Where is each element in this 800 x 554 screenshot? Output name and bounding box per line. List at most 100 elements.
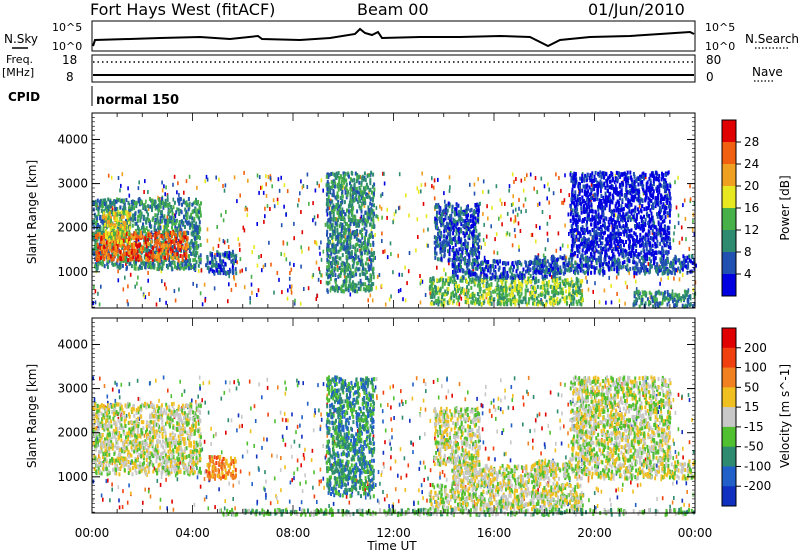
echo-cell (562, 291, 565, 296)
echo-cell (337, 194, 340, 199)
echo-cell (504, 300, 507, 305)
echo-cell (196, 251, 199, 255)
echo-cell (434, 251, 436, 256)
echo-cell (510, 203, 513, 207)
echo-cell (681, 273, 684, 278)
echo-cell (543, 288, 546, 293)
echo-cell (465, 244, 468, 249)
echo-cell (508, 287, 511, 292)
echo-cell (162, 215, 165, 220)
echo-cell (532, 301, 534, 306)
echo-cell (126, 214, 129, 219)
echo-cell (531, 232, 534, 237)
echo-cell (139, 230, 142, 235)
echo-cell (131, 203, 134, 208)
echo-cell (478, 255, 480, 259)
echo-cell (542, 278, 545, 283)
echo-cell (125, 198, 128, 202)
echo-cell (339, 231, 342, 236)
echo-cell (361, 271, 364, 276)
echo-cell (608, 255, 611, 260)
echo-cell (337, 171, 340, 176)
echo-cell (301, 185, 304, 190)
echo-cell (220, 213, 222, 218)
echo-cell (561, 200, 563, 205)
echo-cell (148, 197, 151, 201)
echo-cell (417, 235, 419, 239)
echo-cell (94, 239, 97, 244)
echo-cell (442, 278, 445, 283)
echo-cell (154, 254, 157, 259)
echo-cell (188, 260, 191, 265)
echo-cell (337, 182, 339, 187)
echo-cell (191, 242, 194, 247)
echo-cell (512, 268, 515, 273)
echo-cell (498, 291, 501, 295)
echo-cell (682, 254, 685, 259)
echo-cell (347, 235, 350, 240)
echo-cell (327, 259, 330, 264)
echo-cell (336, 207, 339, 212)
echo-cell (122, 205, 125, 210)
echo-cell (143, 293, 145, 298)
echo-cell (338, 204, 341, 209)
echo-cell (381, 239, 383, 243)
echo-cell (615, 275, 618, 280)
echo-cell (375, 214, 377, 219)
echo-cell (437, 286, 440, 291)
echo-cell (375, 205, 378, 210)
echo-cell (290, 287, 292, 291)
echo-cell (96, 198, 99, 203)
echo-cell (366, 251, 369, 256)
echo-cell (139, 218, 142, 223)
echo-cell (178, 197, 181, 202)
echo-cell (108, 256, 111, 261)
echo-cell (166, 232, 169, 237)
echo-cell (293, 263, 295, 267)
echo-cell (126, 265, 128, 270)
echo-cell (147, 278, 149, 283)
echo-cell (453, 294, 456, 299)
echo-cell (147, 242, 150, 246)
echo-cell (175, 265, 178, 270)
echo-cell (300, 264, 302, 269)
echo-cell (233, 255, 236, 260)
echo-cell (492, 289, 495, 294)
echo-cell (127, 224, 130, 229)
echo-cell (183, 252, 186, 257)
echo-cell (506, 231, 509, 236)
echo-cell (333, 229, 336, 234)
echo-cell (381, 231, 383, 236)
echo-cell (193, 235, 196, 240)
echo-cell (453, 274, 456, 279)
echo-cell (341, 184, 344, 189)
echo-cell (123, 243, 126, 248)
echo-cell (158, 248, 161, 253)
echo-cell (442, 292, 445, 297)
echo-cell (497, 267, 500, 272)
echo-cell (473, 227, 476, 232)
echo-cell (153, 201, 156, 206)
echo-cell (441, 280, 444, 285)
echo-cell (123, 258, 126, 263)
echo-cell (206, 227, 209, 232)
echo-cell (169, 246, 172, 251)
echo-cell (476, 208, 479, 213)
echo-cell (452, 231, 455, 236)
echo-cell (448, 261, 450, 266)
echo-cell (343, 173, 346, 178)
echo-cell (342, 268, 344, 273)
echo-cell (142, 206, 145, 210)
echo-cell (582, 199, 584, 204)
echo-cell (511, 285, 514, 290)
echo-cell (474, 250, 477, 254)
echo-cell (450, 295, 453, 300)
echo-cell (312, 273, 315, 277)
echo-cell (467, 252, 470, 257)
echo-cell (359, 199, 362, 204)
echo-cell (475, 253, 478, 258)
echo-cell (462, 209, 465, 214)
echo-cell (151, 251, 154, 256)
echo-cell (315, 297, 318, 301)
echo-cell (624, 301, 626, 306)
